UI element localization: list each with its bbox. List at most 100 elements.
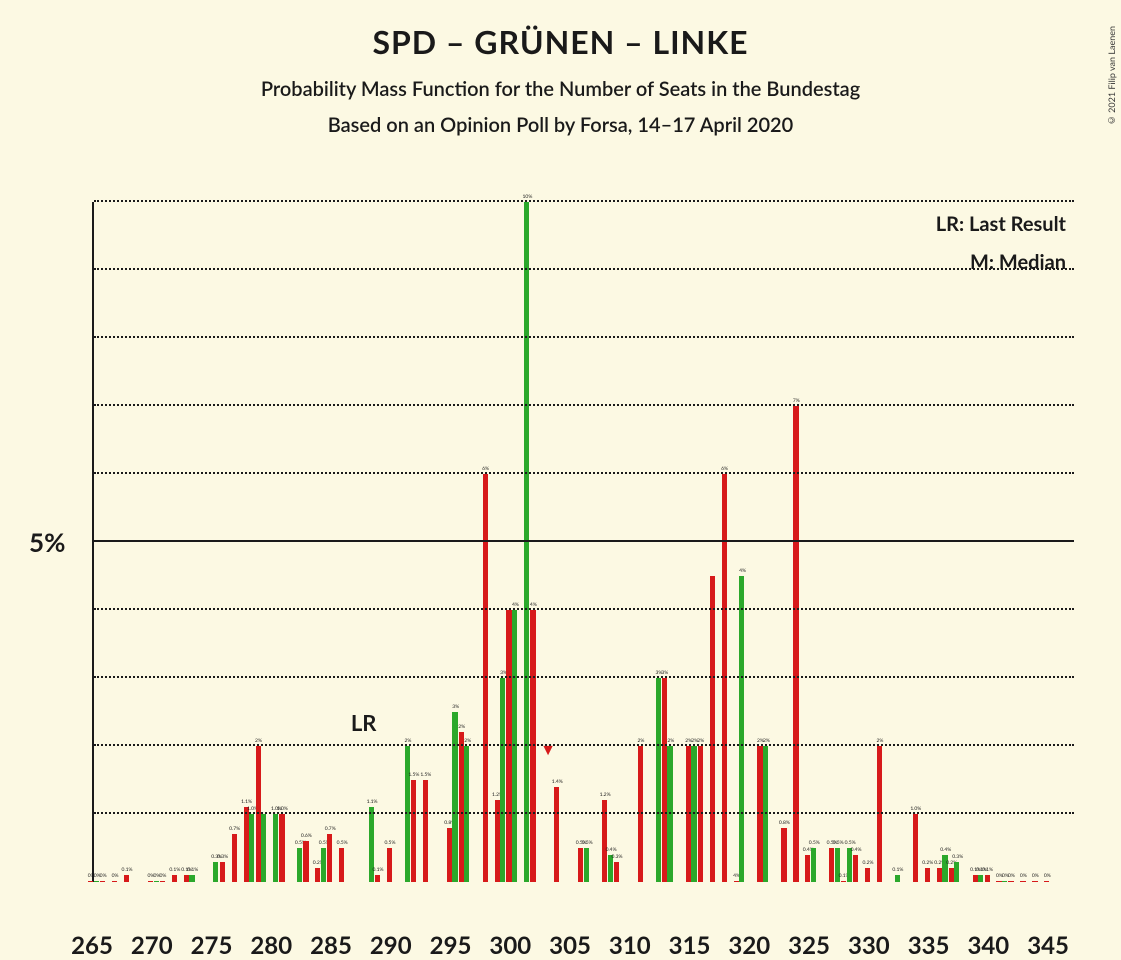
bar-red: [686, 746, 691, 882]
bar-green: [739, 576, 744, 882]
gridline: [94, 336, 1074, 338]
gridline: [94, 200, 1074, 202]
x-tick-label: 335: [908, 931, 950, 960]
bar-red: [853, 855, 858, 882]
last-result-annotation: LR: [351, 709, 377, 736]
x-tick-label: 265: [71, 931, 113, 960]
bar-label-green: 0.1%: [183, 867, 203, 873]
gridline: [94, 608, 1074, 610]
gridline: [94, 472, 1074, 474]
bar-green: [691, 746, 696, 882]
bar-label-red: 0.6%: [296, 833, 316, 839]
bar-red: [578, 848, 583, 882]
bar-red: [1044, 881, 1049, 882]
bar-label-green: 0.5%: [577, 840, 597, 846]
bar-green: [524, 202, 529, 882]
bar-red: [805, 855, 810, 882]
bar-green: [1002, 881, 1007, 882]
bar-red: [1020, 881, 1025, 882]
chart-subtitle: Probability Mass Function for the Number…: [0, 77, 1121, 101]
bar-red: [530, 610, 535, 882]
copyright-text: © 2021 Filip van Laenen: [1106, 26, 1117, 126]
bar-red: [913, 814, 918, 882]
bar-green: [811, 848, 816, 882]
bar-red: [1032, 881, 1037, 882]
bar-red: [112, 881, 117, 882]
bar-red: [638, 746, 643, 882]
bar-red: [877, 746, 882, 882]
bar-red: [841, 881, 846, 882]
bar-green: [273, 814, 278, 882]
bar-red: [447, 828, 452, 882]
bar-label-red: 0.4%: [846, 847, 866, 853]
bar-green: [249, 814, 254, 882]
bar-label-red: 1.5%: [416, 772, 436, 778]
bar-green: [94, 881, 99, 882]
bar-red: [423, 780, 428, 882]
y-axis-label: 5%: [29, 526, 65, 558]
bar-label-red: 0.2%: [858, 860, 878, 866]
x-tick-label: 295: [430, 931, 472, 960]
bar-green: [405, 746, 410, 882]
chart-subtitle2: Based on an Opinion Poll by Forsa, 14–17…: [0, 113, 1121, 137]
bar-red: [614, 862, 619, 882]
x-tick-label: 285: [310, 931, 352, 960]
bar-label-red: 2%: [452, 724, 472, 730]
x-tick-label: 340: [967, 931, 1009, 960]
bar-label-green: 3%: [446, 704, 466, 710]
x-tick-label: 325: [788, 931, 830, 960]
bar-label-green: 0.4%: [601, 847, 621, 853]
bar-red: [232, 834, 237, 882]
bar-red: [256, 746, 261, 882]
bar-label-red: 0%: [1037, 873, 1057, 879]
bar-red: [315, 868, 320, 882]
bar-red: [662, 678, 667, 882]
x-tick-label: 270: [131, 931, 173, 960]
chart-title: SPD – GRÜNEN – LINKE: [0, 22, 1121, 61]
bar-green: [512, 610, 517, 882]
bar-red: [865, 868, 870, 882]
bar-red: [973, 875, 978, 882]
bar-green: [667, 746, 672, 882]
bar-label-green: 0.3%: [948, 854, 968, 860]
bar-red: [124, 875, 129, 882]
gridline: [94, 540, 1074, 542]
gridline: [94, 268, 1074, 270]
bar-red: [411, 780, 416, 882]
bar-red: [244, 807, 249, 882]
bar-green: [261, 814, 266, 882]
bar-red: [757, 746, 762, 882]
bar-label-red: 0%: [153, 873, 173, 879]
x-tick-label: 310: [609, 931, 651, 960]
bar-red: [220, 862, 225, 882]
bar-label-red: 1.2%: [595, 792, 615, 798]
bar-red: [148, 881, 153, 882]
bar-red: [100, 881, 105, 882]
bar-red: [339, 848, 344, 882]
bar-red: [506, 610, 511, 882]
bar-label-red: 0.7%: [320, 826, 340, 832]
gridline: [94, 676, 1074, 678]
bar-green: [847, 848, 852, 882]
bar-red: [375, 875, 380, 882]
x-tick-label: 290: [370, 931, 412, 960]
bar-green: [464, 746, 469, 882]
bar-green: [213, 862, 218, 882]
bar-label-red: 1.1%: [237, 799, 257, 805]
bar-red: [279, 814, 284, 882]
chart-plot-area: LR: Last Result M: Median 5% 0%0%0%0%0.1…: [92, 202, 1072, 882]
bar-green: [584, 848, 589, 882]
bar-green: [189, 875, 194, 882]
bar-green: [763, 746, 768, 882]
bar-red: [698, 746, 703, 882]
x-tick-label: 315: [669, 931, 711, 960]
bar-label-red: 0.1%: [368, 867, 388, 873]
x-tick-label: 280: [250, 931, 292, 960]
bar-label-green: 1.1%: [362, 799, 382, 805]
bar-label-red: 0.5%: [332, 840, 352, 846]
bar-green: [954, 862, 959, 882]
bar-label-green: 0.1%: [888, 867, 908, 873]
bar-green: [297, 848, 302, 882]
bar-label-red: 0.3%: [607, 854, 627, 860]
x-tick-label: 320: [728, 931, 770, 960]
